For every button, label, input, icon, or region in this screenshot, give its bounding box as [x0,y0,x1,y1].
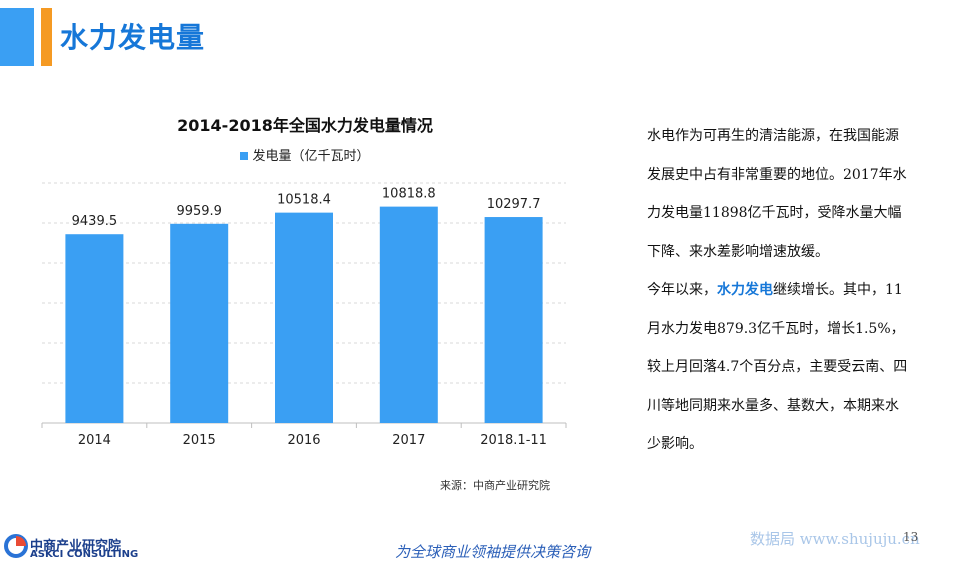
paragraph-1: 水电作为可再生的清洁能源，在我国能源发展史中占有非常重要的地位。2017年水力发… [647,128,907,260]
data-label: 10518.4 [277,193,331,208]
bar-2015 [170,223,229,423]
page-number: 13 [903,530,919,544]
chart-legend: 发电量（亿千瓦时） [40,145,570,164]
highlight-term: 水力发电 [717,282,773,298]
body-text: 水电作为可再生的清洁能源，在我国能源发展史中占有非常重要的地位。2017年水力发… [596,117,908,464]
category-label: 2017 [392,433,425,448]
header-accent-stripe [41,8,52,66]
paragraph-2-lead: 今年以来， [647,282,717,298]
bar-2016 [275,212,333,423]
data-label: 10818.8 [382,187,436,202]
footer-slogan: 为全球商业领袖提供决策咨询 [395,543,591,561]
bar-2017 [379,206,438,423]
bar-2018.1-11 [484,217,543,423]
data-label: 10297.7 [487,197,541,212]
header-accent-bar [0,8,34,66]
category-label: 2014 [78,433,111,448]
paragraph-2-rest: 继续增长。其中，11月水力发电879.3亿千瓦时，增长1.5%，较上月回落4.7… [647,282,908,452]
bar-2014 [65,234,124,423]
chart-title: 2014-2018年全国水力发电量情况 [177,116,433,135]
logo-name: 中商产业研究院 [30,539,122,554]
watermark: 数据局 www.shujuju.cn [750,530,920,548]
legend-label: 发电量（亿千瓦时） [252,149,370,164]
company-logo-icon [4,534,28,558]
data-label: 9439.5 [72,214,118,229]
category-label: 2015 [183,433,216,448]
source-note: 来源：中商产业研究院 [440,479,550,492]
legend-swatch [240,151,249,160]
category-label: 2018.1-11 [480,433,547,448]
category-label: 2016 [287,433,320,448]
logo-english-name: ASKCI CONSULTING [30,549,139,560]
data-label: 9959.9 [176,204,222,219]
paragraph-2: 今年以来，水力发电继续增长。其中，11月水力发电879.3亿千瓦时，增长1.5%… [596,271,908,464]
page-title: 水力发电量 [60,21,206,54]
